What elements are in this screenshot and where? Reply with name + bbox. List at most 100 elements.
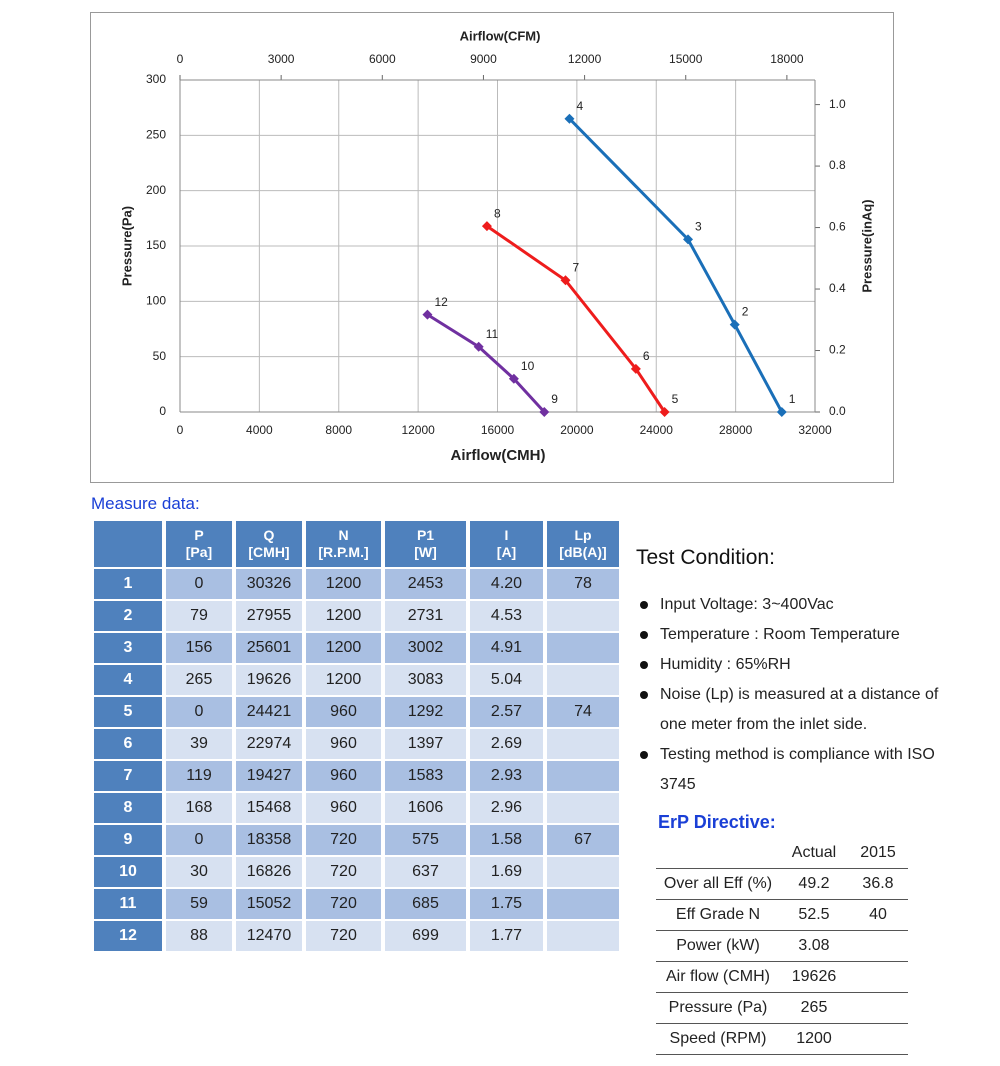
table-cell xyxy=(848,1023,908,1055)
condition-item: Testing method is compliance with ISO 37… xyxy=(640,740,960,800)
x2-tick-label: 3000 xyxy=(268,52,295,66)
x-tick-label: 12000 xyxy=(401,423,435,437)
table-row: 2 79 27955 1200 2731 4.53 xyxy=(94,601,619,631)
y2-tick-label: 0.2 xyxy=(829,343,846,357)
point-marker xyxy=(729,319,740,330)
header-text: I xyxy=(504,527,509,543)
header-text: [W] xyxy=(414,544,437,560)
table-cell xyxy=(656,838,780,869)
test-condition-list: Input Voltage: 3~400Vac Temperature : Roo… xyxy=(640,590,960,800)
table-row: 8 168 15468 960 1606 2.96 xyxy=(94,793,619,823)
table-cell: 4.20 xyxy=(470,569,543,599)
x-tick-label: 32000 xyxy=(798,423,832,437)
x-tick-label: 24000 xyxy=(640,423,674,437)
table-cell: 10 xyxy=(94,857,162,887)
point-label: 1 xyxy=(789,392,796,406)
table-cell: 74 xyxy=(547,697,619,727)
table-cell: 5 xyxy=(94,697,162,727)
point-label: 8 xyxy=(494,206,501,220)
table-cell: 30326 xyxy=(236,569,302,599)
table-row: 1 0 30326 1200 2453 4.20 78 xyxy=(94,569,619,599)
table-cell: 4 xyxy=(94,665,162,695)
condition-item: Humidity : 65%RH xyxy=(640,650,960,680)
point-label: 9 xyxy=(551,392,558,406)
header-cell: 2015 xyxy=(848,838,908,869)
header-text: N xyxy=(338,527,349,543)
table-cell: 2.93 xyxy=(470,761,543,791)
table-cell: Power (kW) xyxy=(656,930,780,962)
condition-item: Input Voltage: 3~400Vac xyxy=(640,590,960,620)
table-cell: 39 xyxy=(166,729,232,759)
table-cell xyxy=(547,729,619,759)
table-cell: 52.5 xyxy=(780,899,848,931)
point-marker xyxy=(473,341,484,352)
table-row: Speed (RPM) 1200 xyxy=(656,1023,908,1055)
y-tick-label: 250 xyxy=(146,128,166,142)
table-cell xyxy=(547,889,619,919)
header-text: [R.P.M.] xyxy=(318,544,369,560)
header-cell: I [A] xyxy=(470,521,543,567)
y-tick-label: 50 xyxy=(153,349,167,363)
x2-axis-title: Airflow(CFM) xyxy=(460,28,541,43)
y2-tick-label: 0.6 xyxy=(829,220,846,234)
table-cell xyxy=(547,793,619,823)
table-cell: 30 xyxy=(166,857,232,887)
header-text: P1 xyxy=(416,527,435,543)
table-cell: Air flow (CMH) xyxy=(656,961,780,993)
erp-table: Actual 2015 Over all Eff (%) 49.2 36.8 Eff Gr… xyxy=(656,838,908,1055)
table-cell: 685 xyxy=(385,889,466,919)
point-label: 4 xyxy=(576,99,583,113)
point-label: 3 xyxy=(695,220,702,234)
table-cell: 0 xyxy=(166,569,232,599)
table-row: 10 30 16826 720 637 1.69 xyxy=(94,857,619,887)
y-tick-label: 0 xyxy=(159,404,166,418)
table-cell: 27955 xyxy=(236,601,302,631)
point-label: 6 xyxy=(643,349,650,363)
y-tick-label: 300 xyxy=(146,72,166,86)
table-cell: 5.04 xyxy=(470,665,543,695)
header-row: P [Pa] Q [CMH] N [R.P.M.] P1 [W] I [A] Lp [dB(A)] xyxy=(94,521,619,567)
header-cell: Lp [dB(A)] xyxy=(547,521,619,567)
table-cell: 2.69 xyxy=(470,729,543,759)
header-cell xyxy=(94,521,162,567)
table-cell: 0 xyxy=(166,825,232,855)
table-cell: 4.91 xyxy=(470,633,543,663)
table-cell xyxy=(547,857,619,887)
point-label: 12 xyxy=(434,295,448,309)
y-axis-title: Pressure(Pa) xyxy=(119,206,134,286)
table-cell: 1.77 xyxy=(470,921,543,951)
table-cell: 1200 xyxy=(306,633,381,663)
table-cell: 960 xyxy=(306,729,381,759)
y2-tick-label: 0.0 xyxy=(829,404,846,418)
table-cell xyxy=(547,601,619,631)
header-text: [dB(A)] xyxy=(559,544,607,560)
table-cell: 0 xyxy=(166,697,232,727)
table-cell: 2 xyxy=(94,601,162,631)
table-cell: 78 xyxy=(547,569,619,599)
point-marker xyxy=(659,407,670,417)
header-text: P xyxy=(194,527,204,543)
measure-title: Measure data: xyxy=(91,494,200,513)
table-cell xyxy=(848,961,908,993)
table-cell: 1200 xyxy=(780,1023,848,1055)
y2-tick-label: 0.4 xyxy=(829,281,846,295)
table-row: Over all Eff (%) 49.2 36.8 xyxy=(656,868,908,900)
table-cell: 960 xyxy=(306,761,381,791)
header-cell: N [R.P.M.] xyxy=(306,521,381,567)
point-label: 2 xyxy=(742,305,749,319)
header-text: Lp xyxy=(574,527,592,543)
y2-axis-title: Pressure(inAq) xyxy=(859,199,874,292)
table-cell: 24421 xyxy=(236,697,302,727)
table-cell: 960 xyxy=(306,793,381,823)
table-cell: 15468 xyxy=(236,793,302,823)
table-cell: 1606 xyxy=(385,793,466,823)
table-row: 11 59 15052 720 685 1.75 xyxy=(94,889,619,919)
y-tick-label: 200 xyxy=(146,183,166,197)
table-row: Pressure (Pa) 265 xyxy=(656,992,908,1024)
table-row: 7 119 19427 960 1583 2.93 xyxy=(94,761,619,791)
table-cell: 18358 xyxy=(236,825,302,855)
point-marker xyxy=(564,113,575,124)
point-marker xyxy=(508,373,519,384)
table-row: 12 88 12470 720 699 1.77 xyxy=(94,921,619,951)
